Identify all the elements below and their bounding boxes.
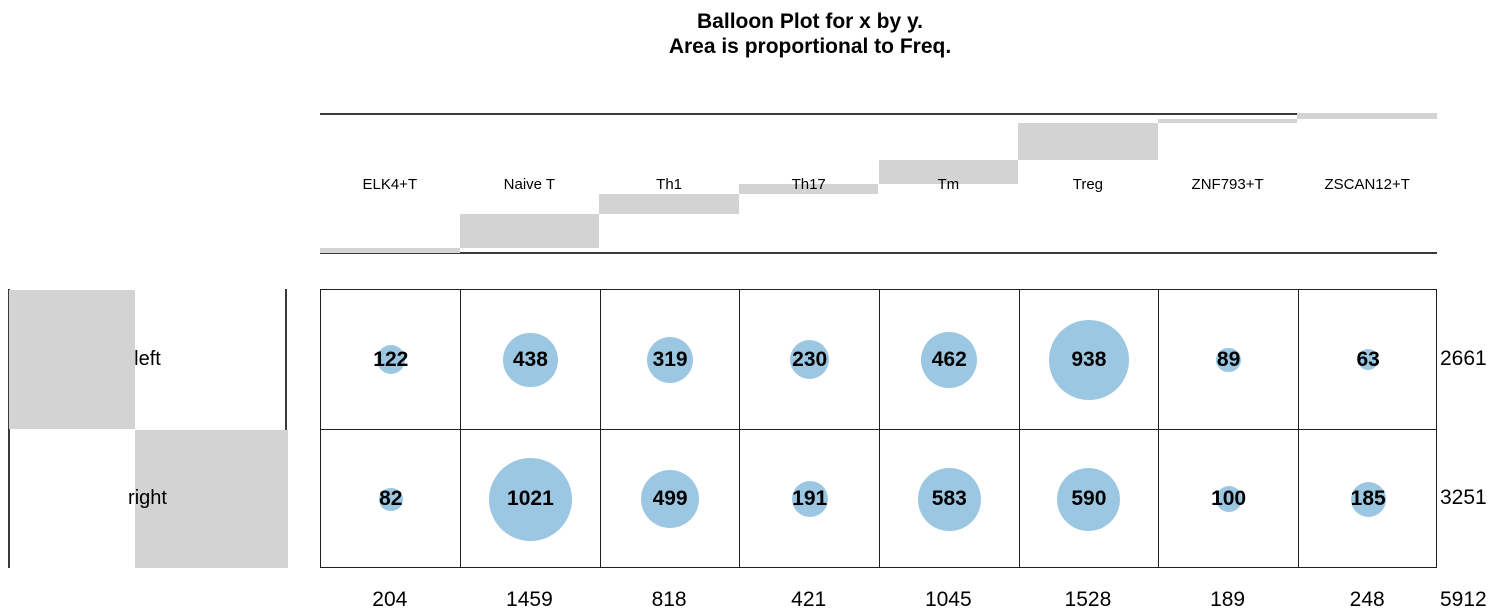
column-label: ZNF793+T [1191, 176, 1264, 193]
column-total: 1528 [1064, 588, 1112, 611]
column-total: 421 [791, 588, 827, 611]
column-label: Tm [937, 176, 960, 193]
grid-horizontal-line [321, 429, 1436, 430]
balloon-grid: 122 438 319 230 462 938 89 63 82 1021 499 191 583 590… [320, 289, 1437, 568]
grid-vertical-line [739, 290, 741, 567]
grid-vertical-line [879, 290, 880, 567]
cell-value: 100 [1211, 487, 1247, 511]
grid-vertical-line [599, 290, 601, 567]
row-total: 3251 [1440, 486, 1487, 510]
cell-value: 590 [1071, 487, 1107, 511]
header-bottom-line [320, 252, 1437, 254]
cell-value: 89 [1216, 347, 1241, 371]
column-total: 818 [651, 588, 687, 611]
row-margin-block [134, 429, 288, 568]
cell-value: 938 [1071, 347, 1107, 371]
cell-value: 583 [931, 487, 967, 511]
cell-value: 122 [373, 347, 409, 371]
balloon-circle [1057, 467, 1121, 531]
row-total: 2661 [1440, 346, 1487, 370]
cell-value: 82 [379, 487, 403, 511]
column-margin-bar [599, 194, 739, 214]
balloon-circle [376, 345, 406, 375]
balloon-circle [790, 340, 830, 380]
balloon-circle [1049, 320, 1129, 400]
balloon-circle [1357, 349, 1379, 370]
row-margin-area: left right [8, 289, 288, 568]
cell-value: 230 [792, 347, 828, 371]
balloon-circle [646, 336, 694, 383]
balloon-circle [488, 457, 572, 541]
row-margin-left-line [8, 289, 10, 568]
column-total: 1045 [924, 588, 972, 611]
balloon-circle [641, 470, 699, 529]
cell-value: 462 [931, 347, 967, 371]
balloon-circle [791, 481, 828, 518]
cell-value: 319 [652, 347, 688, 371]
column-total: 1459 [506, 588, 553, 611]
grand-total: 5912 [1440, 588, 1487, 611]
grid-vertical-line [1018, 290, 1020, 567]
header-top-line [320, 113, 1437, 115]
row-margin-block [9, 290, 135, 429]
column-total: 189 [1210, 588, 1246, 611]
column-total: 248 [1349, 588, 1385, 611]
column-label: ZSCAN12+T [1324, 176, 1410, 193]
grid-vertical-line [1297, 290, 1299, 567]
column-label: Th1 [656, 176, 683, 193]
balloon-circle [918, 467, 981, 531]
column-margin-bar [1157, 118, 1298, 124]
row-margin-right-line [285, 289, 287, 568]
row-label: left [134, 347, 161, 370]
cell-value: 438 [512, 347, 548, 371]
row-label: right [128, 487, 167, 510]
column-label: Naive T [503, 176, 556, 193]
chart-title-line2: Area is proportional to Freq. [668, 35, 952, 58]
balloon-circle [503, 332, 558, 387]
cell-value: 191 [792, 487, 828, 511]
balloon-circle [921, 331, 978, 388]
column-margin-bar [1018, 123, 1158, 160]
balloon-circle [1215, 486, 1242, 513]
column-margin-bar [459, 213, 600, 249]
cell-value: 63 [1356, 347, 1380, 371]
column-margin-bar [878, 159, 1019, 185]
balloon-circle [1350, 481, 1386, 517]
grid-vertical-line [460, 290, 462, 567]
cell-value: 1021 [507, 487, 554, 511]
chart-title-line1: Balloon Plot for x by y. [697, 10, 923, 33]
column-margin-bar [320, 248, 460, 253]
column-margin-bar [1297, 113, 1437, 119]
cell-value: 499 [652, 487, 688, 511]
column-label: ELK4+T [362, 176, 418, 193]
column-margin-area: ELK4+T Naive T Th1 Th17 Tm Treg ZNF793+T ZSCAN1… [320, 113, 1437, 254]
column-total: 204 [372, 588, 408, 611]
grid-vertical-line [1158, 290, 1160, 567]
balloon-circle [1216, 347, 1241, 372]
chart-title: Balloon Plot for x by y. Area is proport… [669, 9, 951, 59]
column-label: Th17 [791, 176, 826, 193]
column-label: Treg [1072, 176, 1104, 193]
balloon-circle [379, 487, 403, 511]
column-margin-bar [738, 184, 879, 195]
cell-value: 185 [1350, 487, 1386, 511]
